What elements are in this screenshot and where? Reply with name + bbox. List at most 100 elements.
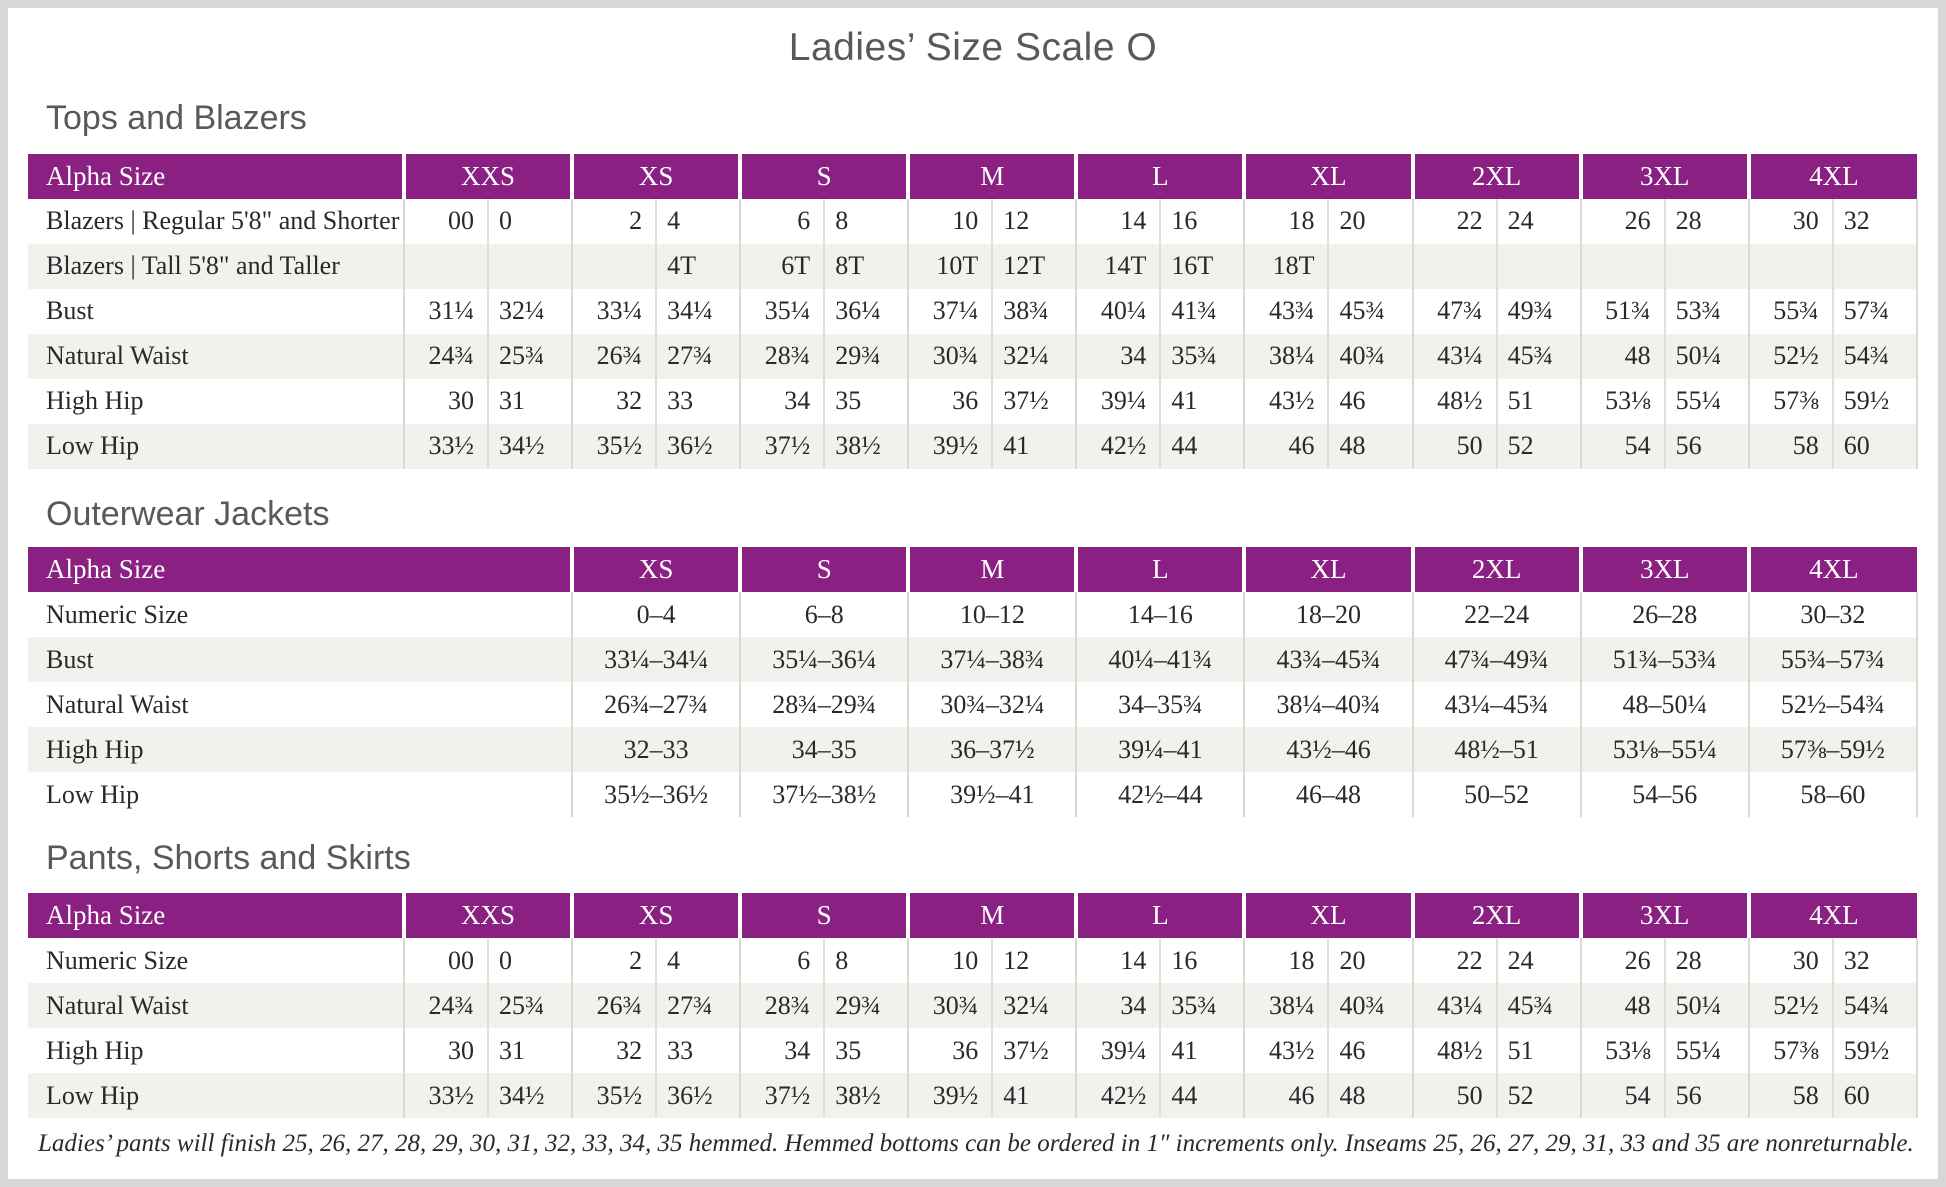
size-value-cell: 37¼ xyxy=(907,288,993,334)
size-value-cell: 33¼–34¼ xyxy=(571,637,741,683)
size-value-cell: 51¾–53¾ xyxy=(1579,637,1749,683)
row-label: Blazers | Tall 5'8" and Taller xyxy=(28,243,404,289)
size-column-header: XS xyxy=(570,893,741,939)
size-value-cell: 0 xyxy=(486,938,573,984)
size-value-cell: 28 xyxy=(1663,938,1749,984)
size-column-header: M xyxy=(906,547,1077,593)
size-value-cell: 49¾ xyxy=(1495,288,1581,334)
size-value-cell: 39¼ xyxy=(1075,378,1161,424)
size-value-cell: 46 xyxy=(1243,1073,1329,1119)
size-value-cell: 52½–54¾ xyxy=(1747,682,1919,728)
size-value-cell: 50–52 xyxy=(1411,772,1581,818)
size-value-cell: 4T xyxy=(655,243,741,289)
size-value-cell: 54 xyxy=(1579,1073,1665,1119)
size-value-cell: 40¾ xyxy=(1327,983,1413,1029)
size-value-cell: 34–35¾ xyxy=(1075,682,1245,728)
size-value-cell: 00 xyxy=(402,198,488,244)
size-value-cell: 43½–46 xyxy=(1243,727,1413,773)
header-row: Alpha Size XXS XS S M L XL 2XL 3XL 4XL xyxy=(28,893,1917,939)
size-value-cell: 39½–41 xyxy=(907,772,1077,818)
size-value-cell: 30¾ xyxy=(907,983,993,1029)
size-value-cell: 8T xyxy=(823,243,909,289)
size-value-cell: 37½ xyxy=(739,423,825,469)
page-title: Ladies’ Size Scale O xyxy=(788,26,1158,69)
size-value-cell: 0 xyxy=(486,198,573,244)
size-value-cell: 28¾–29¾ xyxy=(739,682,909,728)
size-value-cell: 60 xyxy=(1831,423,1919,469)
size-value-cell: 31 xyxy=(486,378,573,424)
size-column-header: S xyxy=(738,153,909,199)
size-value-cell: 34 xyxy=(1075,333,1161,379)
size-value-cell: 41¾ xyxy=(1159,288,1245,334)
section-pants-shorts-and-skirts: Pants, Shorts and Skirts Alpha Size XXS XS… xyxy=(28,839,1919,1119)
row-label: Numeric Size xyxy=(46,945,189,975)
size-value-cell: 32 xyxy=(1831,198,1919,244)
size-value-cell: 22 xyxy=(1411,198,1497,244)
size-column-header: XXS xyxy=(401,153,573,199)
size-value-cell: 14T xyxy=(1075,243,1161,289)
size-value-cell: 41 xyxy=(1159,1028,1245,1074)
size-value-cell: 37½ xyxy=(991,378,1077,424)
row-label: Low Hip xyxy=(28,1073,404,1119)
size-value-cell: 60 xyxy=(1831,1073,1919,1119)
size-value-cell: 20 xyxy=(1327,938,1413,984)
size-value-cell: 32¼ xyxy=(991,333,1077,379)
size-value-cell: 41 xyxy=(1159,378,1245,424)
size-value-cell: 55¼ xyxy=(1663,1028,1749,1074)
tops-and-blazers-heading: Tops and Blazers xyxy=(46,98,307,137)
size-value-cell: 28 xyxy=(1663,198,1749,244)
size-value-cell: 36–37½ xyxy=(907,727,1077,773)
size-value-cell: 18–20 xyxy=(1243,592,1413,638)
alpha-size-header: Alpha Size xyxy=(28,153,404,199)
size-value-cell: 46 xyxy=(1327,378,1413,424)
size-value-cell: 35 xyxy=(823,378,909,424)
size-value-cell: 40¼–41¾ xyxy=(1075,637,1245,683)
size-value-cell: 55¾ xyxy=(1747,288,1833,334)
size-column-header: XL xyxy=(1242,153,1413,199)
size-column-header: 2XL xyxy=(1410,153,1581,199)
size-column-header: 4XL xyxy=(1746,893,1917,939)
size-value-cell: 27¾ xyxy=(655,333,741,379)
row-label: Numeric Size xyxy=(46,599,189,629)
size-value-cell: 26¾ xyxy=(571,333,657,379)
size-value-cell: 48½–51 xyxy=(1411,727,1581,773)
size-value-cell: 30–32 xyxy=(1747,592,1919,638)
size-column-header: 3XL xyxy=(1578,893,1749,939)
size-value-cell: 57⅜–59½ xyxy=(1747,727,1919,773)
size-value-cell: 59½ xyxy=(1831,378,1919,424)
size-value-cell: 51 xyxy=(1495,1028,1581,1074)
table-row: Numeric Size 00 0 2 4 6 8 10 12 14 16 18 20 22 24 26 28 3… xyxy=(28,938,1919,984)
page: Ladies’ Size Scale O Tops and Blazers Al… xyxy=(8,26,1938,1158)
size-value-cell: 14 xyxy=(1075,938,1161,984)
section-outerwear-jackets: Outerwear Jackets Alpha Size XS S M L XL 2XL 3X… xyxy=(28,495,1919,818)
size-column-header: 2XL xyxy=(1410,547,1581,593)
row-label: Natural Waist xyxy=(28,983,404,1029)
size-value-cell xyxy=(486,243,573,289)
size-value-cell: 24 xyxy=(1495,198,1581,244)
size-value-cell: 57⅜ xyxy=(1747,378,1833,424)
size-value-cell: 44 xyxy=(1159,1073,1245,1119)
size-value-cell: 30 xyxy=(402,1028,488,1074)
size-value-cell: 44 xyxy=(1159,423,1245,469)
size-value-cell: 34 xyxy=(739,378,825,424)
size-value-cell: 6 xyxy=(739,938,825,984)
size-column-header: XS xyxy=(570,153,741,199)
size-value-cell: 48½ xyxy=(1411,378,1497,424)
table-row: High Hip 32–33 34–35 36–37½ 39¼–41 43½–46 48½–… xyxy=(28,727,1919,773)
size-value-cell: 50 xyxy=(1411,423,1497,469)
size-value-cell: 32–33 xyxy=(571,727,741,773)
size-value-cell: 31 xyxy=(486,1028,573,1074)
size-value-cell: 58 xyxy=(1747,423,1833,469)
size-value-cell: 41 xyxy=(991,423,1077,469)
size-value-cell: 4 xyxy=(655,938,741,984)
size-column-header: L xyxy=(1074,153,1245,199)
size-value-cell: 57¾ xyxy=(1831,288,1919,334)
size-value-cell: 47¾–49¾ xyxy=(1411,637,1581,683)
size-value-cell: 55¾–57¾ xyxy=(1747,637,1919,683)
size-value-cell: 14–16 xyxy=(1075,592,1245,638)
size-value-cell: 46–48 xyxy=(1243,772,1413,818)
size-value-cell: 45¾ xyxy=(1495,983,1581,1029)
size-value-cell: 53⅛ xyxy=(1579,1028,1665,1074)
size-value-cell xyxy=(1327,243,1413,289)
